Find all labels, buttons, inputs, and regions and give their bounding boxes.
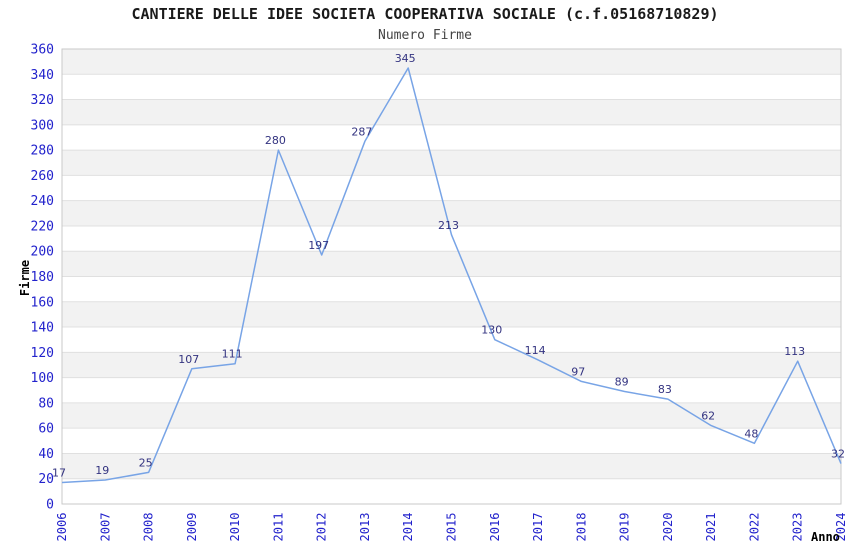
x-tick-label: 2008 [142,513,156,542]
y-axis-tick-labels: 0 20 40 60 80 100 120 140 160 180 200 220 240 260 280 3… [31,43,54,513]
grid-band [62,327,841,353]
grid-band [62,276,841,302]
x-tick-label: 2011 [271,513,285,542]
grid-band [62,377,841,403]
point-label: 287 [351,125,372,138]
grid-band [62,402,841,429]
point-label: 48 [744,427,758,440]
y-tick-label: 40 [38,447,54,462]
point-label: 25 [139,456,153,469]
x-tick-label: 2007 [98,513,112,542]
x-tick-label: 2022 [747,513,761,542]
grid-band [62,352,841,378]
grid-band [62,124,841,151]
grid-band [62,251,841,277]
point-label: 111 [222,348,243,361]
y-tick-label: 360 [31,43,54,58]
plot-background-bands [62,49,841,504]
y-axis-title: Firme [18,260,32,296]
y-tick-label: 0 [46,498,54,513]
grid-band [62,225,841,252]
x-tick-label: 2024 [834,513,848,542]
grid-band [62,175,841,201]
point-label: 17 [52,467,66,480]
y-tick-label: 340 [31,68,54,83]
y-tick-label: 320 [31,93,54,108]
y-tick-label: 180 [31,270,54,285]
point-label: 114 [525,344,546,357]
y-tick-label: 20 [38,472,54,487]
point-label: 197 [308,239,329,252]
point-label: 83 [658,383,672,396]
x-tick-label: 2021 [704,513,718,542]
point-label: 19 [95,464,109,477]
data-series [61,67,842,484]
y-tick-label: 220 [31,219,54,234]
grid-band [62,301,841,328]
x-tick-label: 2010 [228,513,242,542]
y-tick-label: 260 [31,169,54,184]
grid-band [62,428,841,454]
grid-band [62,200,841,226]
x-tick-label: 2006 [55,513,69,542]
x-axis-title: Anno [811,530,840,544]
y-tick-label: 140 [31,321,54,336]
point-label: 280 [265,134,286,147]
y-tick-label: 80 [38,396,54,411]
x-tick-label: 2013 [358,513,372,542]
point-labels: 17 19 25 107 111 280 197 287 345 213 130 114 97 89 83 6… [52,52,845,480]
chart-subtitle: Numero Firme [378,28,472,43]
x-tick-label: 2016 [488,513,502,542]
gridlines [62,48,841,480]
y-tick-label: 100 [31,371,54,386]
grid-band [62,49,841,75]
x-tick-label: 2023 [791,513,805,542]
x-tick-label: 2015 [445,513,459,542]
x-tick-label: 2019 [618,513,632,542]
x-tick-label: 2012 [315,513,329,542]
grid-band [62,453,841,479]
y-tick-label: 60 [38,422,54,437]
y-tick-label: 120 [31,346,54,361]
x-tick-label: 2017 [531,513,545,542]
grid-band [62,74,841,100]
y-tick-label: 200 [31,245,54,260]
grid-band [62,478,841,504]
point-label: 62 [701,410,715,423]
y-tick-label: 240 [31,194,54,209]
x-tick-label: 2020 [661,513,675,542]
point-label: 130 [481,324,502,337]
y-tick-label: 160 [31,295,54,310]
x-axis-tick-labels: 2006 2007 2008 2009 2010 2011 2012 2013 2014 2015… [55,513,848,542]
plot-border [61,48,842,505]
x-tick-label: 2014 [401,513,415,542]
chart-title: CANTIERE DELLE IDEE SOCIETA COOPERATIVA … [132,5,719,23]
y-tick-label: 280 [31,144,54,159]
point-label: 345 [395,52,416,65]
x-tick-label: 2018 [574,513,588,542]
point-label: 97 [571,365,585,378]
point-label: 107 [178,353,199,366]
y-tick-label: 300 [31,118,54,133]
series-line-numero-firme [61,67,842,484]
grid-band [62,150,841,176]
x-tick-label: 2009 [185,513,199,542]
point-label: 113 [784,345,805,358]
point-label: 213 [438,219,459,232]
point-label: 89 [615,376,629,389]
grid-band [62,99,841,125]
point-label: 32 [831,448,845,461]
